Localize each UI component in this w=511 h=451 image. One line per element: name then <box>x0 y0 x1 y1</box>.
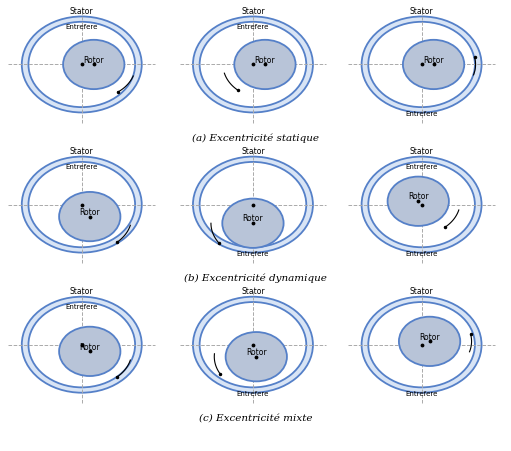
Ellipse shape <box>226 332 287 382</box>
Ellipse shape <box>59 193 121 242</box>
Text: Entrefere: Entrefere <box>65 164 98 170</box>
Text: Stator: Stator <box>70 7 94 16</box>
Text: (b) Excentricité dynamique: (b) Excentricité dynamique <box>184 273 327 282</box>
Polygon shape <box>193 297 313 393</box>
Polygon shape <box>362 18 481 113</box>
Polygon shape <box>22 18 142 113</box>
Text: Stator: Stator <box>241 7 265 16</box>
Text: Rotor: Rotor <box>83 55 104 64</box>
Text: Stator: Stator <box>410 147 433 156</box>
Polygon shape <box>362 157 481 253</box>
Polygon shape <box>193 18 313 113</box>
Text: Entrefere: Entrefere <box>237 390 269 396</box>
Text: Stator: Stator <box>241 147 265 156</box>
Text: Rotor: Rotor <box>419 332 440 341</box>
Text: Rotor: Rotor <box>423 55 444 64</box>
Ellipse shape <box>234 41 295 90</box>
Text: Rotor: Rotor <box>408 192 429 201</box>
Text: Entrefere: Entrefere <box>405 390 438 396</box>
Text: (a) Excentricité statique: (a) Excentricité statique <box>192 133 319 143</box>
Text: Stator: Stator <box>70 147 94 156</box>
Text: Stator: Stator <box>70 287 94 296</box>
Text: Rotor: Rotor <box>79 207 100 216</box>
Text: Entrefere: Entrefere <box>405 164 438 170</box>
Text: Entrefere: Entrefere <box>65 304 98 310</box>
Polygon shape <box>193 157 313 253</box>
Ellipse shape <box>399 317 460 366</box>
Text: (c) Excentricité mixte: (c) Excentricité mixte <box>199 413 312 422</box>
Polygon shape <box>362 297 481 393</box>
Text: Entrefere: Entrefere <box>405 110 438 116</box>
Text: Stator: Stator <box>241 287 265 296</box>
Text: Stator: Stator <box>410 7 433 16</box>
Text: Entrefere: Entrefere <box>237 24 269 30</box>
Text: Rotor: Rotor <box>254 55 275 64</box>
Ellipse shape <box>63 41 124 90</box>
Text: Rotor: Rotor <box>246 347 267 356</box>
Ellipse shape <box>222 199 284 249</box>
Ellipse shape <box>403 41 464 90</box>
Text: Entrefere: Entrefere <box>405 250 438 256</box>
Polygon shape <box>22 297 142 393</box>
Ellipse shape <box>387 177 449 226</box>
Text: Rotor: Rotor <box>243 214 263 223</box>
Ellipse shape <box>59 327 121 376</box>
Text: Stator: Stator <box>410 287 433 296</box>
Text: Entrefere: Entrefere <box>65 24 98 30</box>
Polygon shape <box>22 157 142 253</box>
Text: Rotor: Rotor <box>79 342 100 351</box>
Text: Entrefere: Entrefere <box>237 250 269 256</box>
